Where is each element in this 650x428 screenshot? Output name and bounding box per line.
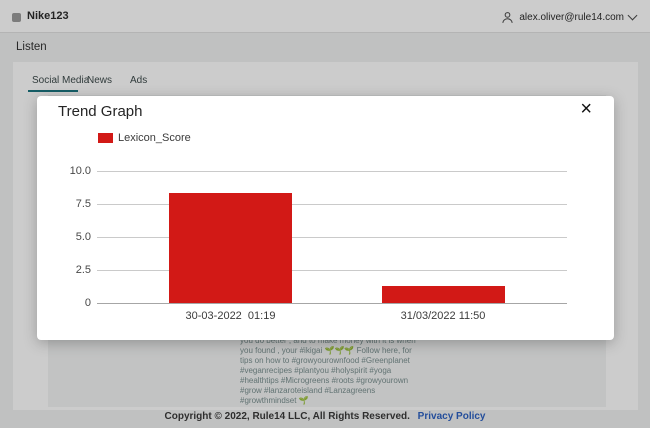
- y-axis-tick-label: 2.5: [75, 264, 91, 276]
- y-axis-tick-label: 10.0: [69, 165, 91, 177]
- post-line: #veganrecipes #plantyou #holyspirit #yog…: [240, 366, 392, 375]
- top-bar: Nike123 alex.oliver@rule14.com: [0, 0, 650, 33]
- legend-label: Lexicon_Score: [118, 132, 191, 144]
- gridline: [97, 204, 567, 205]
- modal-title: Trend Graph: [58, 103, 143, 120]
- copyright-text: Copyright © 2022, Rule14 LLC, All Rights…: [164, 411, 410, 422]
- y-axis-tick-label: 7.5: [75, 198, 91, 210]
- post-line: #grow #lanzaroteisland #Lanzagreens: [240, 386, 376, 395]
- tab-social-media[interactable]: Social Media: [32, 75, 90, 86]
- chart-bar[interactable]: [381, 286, 505, 303]
- legend-swatch: [98, 133, 113, 143]
- gridline: [97, 270, 567, 271]
- active-tab-underline: [28, 90, 78, 92]
- y-axis-tick-label: 0: [84, 297, 91, 309]
- post-line: you found , your #ikigai 🌱🌱🌱 Follow here…: [240, 346, 412, 355]
- chart-bar[interactable]: [169, 193, 292, 303]
- x-axis-label: 30-03-2022 01:19: [185, 310, 276, 322]
- post-line: #growthmindset 🌱: [240, 396, 309, 405]
- post-line: #healthtips #Microgreens #roots #growyou…: [240, 376, 409, 385]
- user-icon: [502, 11, 514, 23]
- account-email: alex.oliver@rule14.com: [519, 11, 624, 23]
- privacy-policy-link[interactable]: Privacy Policy: [417, 411, 486, 422]
- y-axis-tick-label: 5.0: [75, 231, 91, 243]
- post-line: tips on how to #growyourownfood #Greenpl…: [240, 356, 410, 365]
- x-axis-label: 31/03/2022 11:50: [400, 310, 486, 322]
- gridline: [97, 303, 567, 304]
- tab-news[interactable]: News: [87, 75, 113, 86]
- gridline: [97, 171, 567, 172]
- post-line: you do better , and to make money with i…: [240, 336, 416, 345]
- close-icon[interactable]: ×: [580, 98, 592, 120]
- trend-graph-modal: Trend Graph × Lexicon_Score 10.0 7.5 5.0 2.…: [37, 96, 614, 340]
- footer: Copyright © 2022, Rule14 LLC, All Rights…: [0, 411, 650, 422]
- legend-item-lexicon-score[interactable]: Lexicon_Score: [98, 132, 191, 144]
- brand-title: Nike123: [27, 10, 69, 22]
- menu-icon[interactable]: [12, 13, 21, 22]
- page-title: Listen: [16, 41, 47, 53]
- social-post-text: you do better , and to make money with i…: [240, 336, 416, 406]
- account-menu[interactable]: alex.oliver@rule14.com: [501, 8, 638, 26]
- gridline: [97, 237, 567, 238]
- chart-plot: 10.0 7.5 5.0 2.5 0 30-03-2022 01:19 31/03/2022…: [70, 165, 567, 322]
- tab-ads[interactable]: Ads: [130, 75, 148, 86]
